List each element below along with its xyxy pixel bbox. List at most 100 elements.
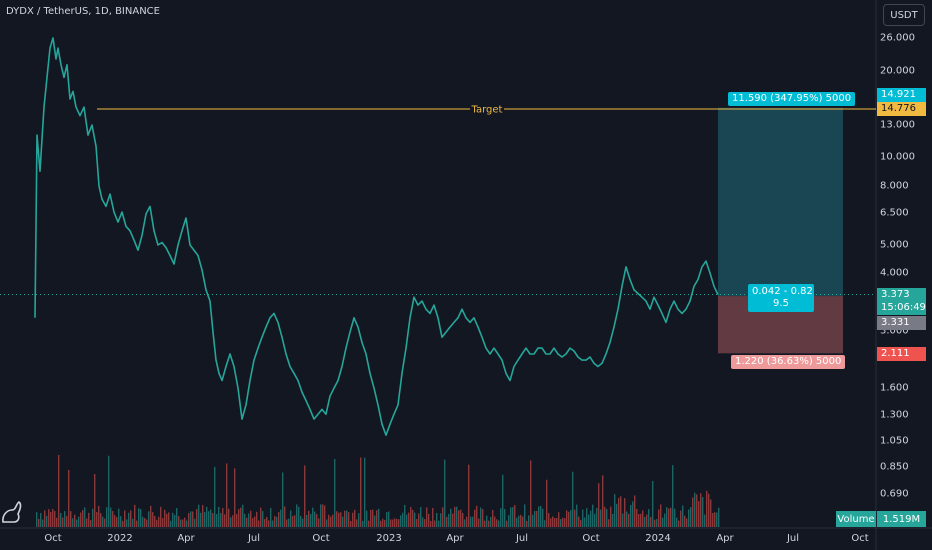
price-axis-label: 10.000 bbox=[880, 151, 915, 163]
volume-bar bbox=[706, 490, 708, 527]
volume-bar bbox=[280, 509, 282, 527]
volume-bar bbox=[428, 513, 430, 527]
volume-bar bbox=[186, 520, 188, 527]
symbol-title[interactable]: DYDX / TetherUS, 1D, BINANCE bbox=[6, 6, 160, 17]
volume-bar bbox=[58, 454, 60, 527]
volume-bar bbox=[318, 518, 320, 527]
volume-bar bbox=[356, 519, 358, 527]
volume-bar bbox=[222, 508, 224, 527]
volume-bar bbox=[128, 512, 130, 527]
volume-bar bbox=[140, 509, 142, 527]
volume-bar bbox=[528, 515, 530, 527]
volume-bar bbox=[542, 508, 544, 527]
volume-bar bbox=[684, 515, 686, 527]
time-axis-label: Jul bbox=[515, 533, 529, 544]
volume-bar bbox=[230, 517, 232, 527]
volume-bar bbox=[320, 504, 322, 527]
volume-bar bbox=[596, 507, 598, 527]
volume-bar bbox=[560, 519, 562, 527]
volume-bar bbox=[394, 518, 396, 527]
volume-bar bbox=[584, 517, 586, 527]
volume-bar bbox=[668, 508, 670, 527]
volume-bar bbox=[412, 509, 414, 527]
volume-bar bbox=[198, 504, 200, 527]
volume-bar bbox=[166, 513, 168, 527]
volume-bar bbox=[538, 506, 540, 527]
volume-bar bbox=[154, 515, 156, 527]
volume-bar bbox=[676, 517, 678, 527]
volume-bar bbox=[210, 509, 212, 527]
time-axis-label: 2024 bbox=[645, 533, 671, 544]
tradingview-logo-icon bbox=[2, 501, 22, 523]
volume-bar bbox=[708, 493, 710, 527]
volume-bar bbox=[422, 517, 424, 527]
volume-bar bbox=[388, 511, 390, 527]
volume-bar bbox=[278, 512, 280, 527]
volume-bar bbox=[82, 510, 84, 527]
price-axis-label: 8.000 bbox=[880, 180, 909, 192]
volume-bar bbox=[546, 479, 548, 527]
volume-bar bbox=[254, 516, 256, 527]
volume-bar bbox=[522, 516, 524, 527]
volume-bar bbox=[402, 512, 404, 527]
risk-reward-label[interactable]: 0.042 - 0.82 9.5 bbox=[748, 284, 814, 312]
volume-bar bbox=[632, 501, 634, 527]
volume-bar bbox=[718, 507, 720, 527]
volume-bar bbox=[406, 514, 408, 527]
volume-bar bbox=[120, 516, 122, 527]
volume-bar bbox=[300, 516, 302, 527]
price-axis-label: 3.000 bbox=[880, 325, 909, 337]
volume-bar bbox=[268, 520, 270, 527]
volume-bar bbox=[494, 516, 496, 527]
volume-bar bbox=[306, 514, 308, 527]
volume-bar bbox=[674, 508, 676, 527]
volume-bar bbox=[442, 507, 444, 527]
currency-button[interactable]: USDT bbox=[883, 4, 925, 26]
volume-bar bbox=[600, 509, 602, 527]
volume-bar bbox=[404, 504, 406, 527]
volume-bar bbox=[392, 519, 394, 527]
volume-bar bbox=[40, 513, 42, 527]
volume-bar bbox=[84, 507, 86, 527]
volume-bar bbox=[580, 519, 582, 527]
volume-bar bbox=[570, 510, 572, 527]
volume-bar bbox=[178, 516, 180, 527]
volume-bar bbox=[216, 513, 218, 527]
volume-bar bbox=[232, 515, 234, 527]
volume-bar bbox=[386, 512, 388, 527]
volume-bar bbox=[658, 509, 660, 527]
volume-bar bbox=[234, 468, 236, 527]
volume-bar bbox=[274, 515, 276, 527]
volume-bar bbox=[464, 519, 466, 527]
volume-bar bbox=[188, 513, 190, 527]
volume-bar bbox=[578, 516, 580, 527]
time-axis-label: Apr bbox=[716, 533, 734, 544]
volume-bar bbox=[106, 507, 108, 527]
volume-bar bbox=[376, 510, 378, 527]
price-axis-label: 0.850 bbox=[880, 461, 909, 473]
volume-bar bbox=[450, 508, 452, 527]
time-axis-label: Oct bbox=[582, 533, 600, 544]
volume-bar bbox=[208, 511, 210, 527]
volume-bar bbox=[544, 520, 546, 527]
volume-bar bbox=[250, 510, 252, 527]
volume-bar bbox=[568, 511, 570, 527]
loss-label[interactable]: 1.220 (36.63%) 5000 bbox=[731, 355, 846, 369]
volume-bar bbox=[516, 517, 518, 527]
price-tag-prev: 3.331 bbox=[877, 316, 926, 330]
volume-bar bbox=[240, 507, 242, 527]
volume-bar bbox=[390, 519, 392, 527]
volume-bar bbox=[666, 507, 668, 527]
volume-bar bbox=[102, 516, 104, 527]
volume-bar bbox=[624, 498, 626, 527]
volume-bar bbox=[524, 504, 526, 527]
risk-reward-sub: 9.5 bbox=[773, 298, 789, 309]
volume-bar bbox=[350, 520, 352, 527]
volume-bar bbox=[688, 509, 690, 527]
volume-bar bbox=[276, 516, 278, 527]
volume-bar bbox=[638, 514, 640, 527]
volume-bar bbox=[142, 516, 144, 527]
volume-bar bbox=[338, 512, 340, 527]
profit-label[interactable]: 11.590 (347.95%) 5000 bbox=[728, 92, 856, 106]
